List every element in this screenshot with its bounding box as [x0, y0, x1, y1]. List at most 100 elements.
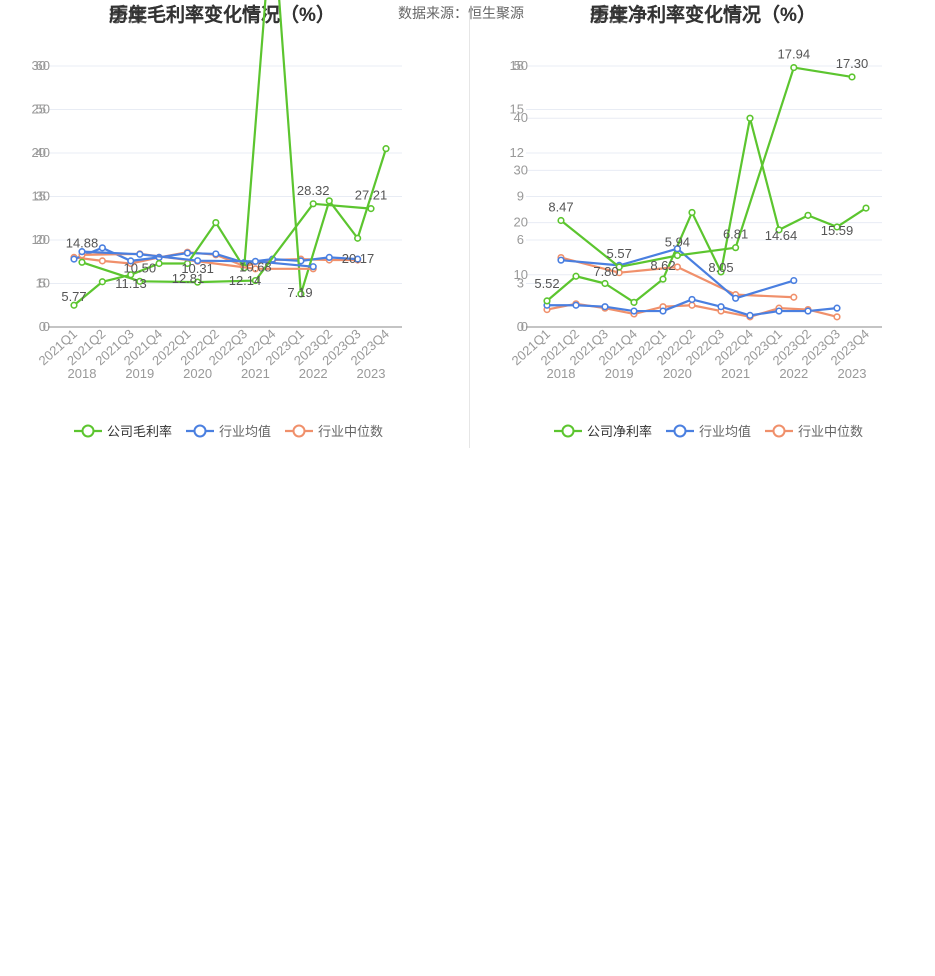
company-quarterly-point	[98, 278, 106, 286]
industry-avg-quarterly-point	[601, 303, 609, 311]
industry-avg-annual-point	[309, 263, 317, 271]
company-quarterly-point	[630, 298, 638, 306]
gross-margin-chart-panel: 历年毛利率变化情况（%） 季度毛利率变化情况（%） 0 5 10 15 20 25 30 0 10 2…	[0, 0, 467, 460]
y-tick-label-quarter: 0	[517, 319, 524, 334]
data-label-annual: 27.21	[355, 188, 388, 203]
industry-avg-quarterly-point	[354, 255, 362, 263]
y-tick-label-quarter: 25	[32, 102, 46, 117]
legend-company-marker	[81, 424, 95, 438]
legend-industry-median-label: 行业中位数	[798, 424, 863, 439]
data-label-annual: 5.57	[607, 246, 632, 261]
y-tick-label-quarter: 9	[517, 189, 524, 204]
legend-industry-avg-marker	[673, 424, 687, 438]
y-tick-label-annual: 40	[36, 145, 50, 160]
industry-median-annual-point	[790, 293, 798, 301]
company-annual-point	[136, 277, 144, 285]
data-label-annual: 17.30	[836, 56, 869, 71]
legend-industry-median-marker	[292, 424, 306, 438]
y-tick-label-quarter: 10	[32, 232, 46, 247]
company-annual-point	[557, 216, 565, 225]
chart-title: 季度毛利率变化情况（%）	[109, 3, 335, 26]
company-quarterly-point	[212, 219, 220, 227]
y-tick-label-quarter: 18	[510, 58, 524, 73]
company-annual-point	[673, 251, 681, 260]
data-label-quarter: 8.05	[708, 260, 733, 275]
x-tick-label-year: 2023	[838, 366, 867, 381]
chart-title-back: 历年净利率变化情况（%）	[590, 3, 816, 26]
company-quarterly-point	[325, 197, 333, 205]
industry-avg-annual-point	[136, 250, 144, 258]
legend-industry-avg-label: 行业均值	[219, 424, 271, 439]
legend-industry-avg-label: 行业均值	[699, 424, 751, 439]
industry-avg-quarterly-point	[804, 307, 812, 315]
y-tick-label-quarter: 12	[510, 145, 524, 160]
y-tick-label-annual: 10	[36, 276, 50, 291]
data-label-annual: 10.68	[239, 260, 272, 275]
legend-industry-avg-marker	[193, 424, 207, 438]
y-tick-label-quarter: 15	[510, 102, 524, 117]
data-label-quarter: 7.19	[287, 285, 312, 300]
company-quarterly-point	[804, 211, 812, 219]
data-label-annual: 17.94	[778, 47, 811, 62]
industry-avg-quarterly-point	[70, 255, 78, 263]
y-tick-label-quarter: 30	[32, 58, 46, 73]
data-label-quarter: 20.17	[342, 251, 375, 266]
industry-avg-quarterly-point	[688, 295, 696, 304]
data-label-annual: 6.81	[723, 227, 748, 242]
y-tick-label-annual: 50	[36, 102, 50, 117]
x-tick-label-year: 2019	[605, 366, 634, 381]
industry-median-annual-point	[673, 263, 681, 271]
data-label-quarter: 15.59	[821, 223, 854, 238]
industry-avg-quarterly-point	[325, 253, 333, 261]
data-source-label: 数据来源：恒生聚源	[398, 5, 524, 21]
data-label-annual: 10.31	[181, 261, 214, 276]
data-label-quarter: 5.52	[534, 276, 559, 291]
industry-avg-quarterly-point	[127, 257, 135, 265]
chart-title-back: 历年毛利率变化情况（%）	[109, 3, 335, 26]
company-annual-point	[732, 244, 740, 252]
industry-median-quarterly-point	[688, 301, 696, 309]
company-quarterly-point	[659, 275, 667, 283]
data-label-quarter: 5.77	[61, 289, 86, 304]
industry-median-quarterly-point	[98, 257, 106, 265]
industry-avg-annual-point	[557, 256, 565, 264]
company-quarterly-point	[601, 279, 609, 288]
data-label-annual: 10.50	[124, 260, 157, 275]
y-tick-label-quarter: 0	[39, 319, 46, 334]
legend-company-marker	[561, 424, 575, 438]
company-annual-line	[560, 66, 853, 269]
company-quarterly-point	[382, 145, 390, 153]
industry-avg-annual-point	[78, 248, 86, 256]
data-label-quarter: 11.13	[115, 276, 147, 291]
y-tick-label-annual: 60	[36, 58, 50, 73]
industry-avg-quarterly-point	[212, 250, 220, 258]
company-annual-point	[78, 258, 86, 266]
net-margin-chart-panel: 历年净利率变化情况（%） 季度净利率变化情况（%） 0 3 6 9 12 15 18 0 10 20 3…	[468, 0, 935, 460]
data-label-quarter: 7.80	[593, 264, 618, 279]
y-tick-label-quarter: 5	[39, 276, 46, 291]
y-tick-label-annual: 0	[43, 319, 50, 334]
industry-avg-quarterly-point	[833, 304, 841, 312]
industry-avg-annual-point	[732, 294, 740, 302]
company-annual-point	[194, 278, 202, 286]
y-tick-label-quarter: 6	[517, 232, 524, 247]
industry-avg-quarterly-point	[630, 307, 638, 315]
industry-avg-quarterly-point	[746, 311, 754, 320]
x-tick-label-year: 2023	[357, 366, 386, 381]
company-quarterly-point	[833, 223, 841, 231]
company-quarterly-point	[717, 268, 725, 276]
company-quarterly-point	[572, 272, 580, 280]
industry-avg-quarterly-point	[659, 307, 667, 315]
x-tick-label-year: 2018	[547, 366, 576, 381]
x-tick-label-year: 2021	[721, 366, 750, 381]
company-quarterly-point	[70, 301, 78, 309]
y-tick-label-quarter: 15	[32, 189, 46, 204]
x-tick-label-year: 2018	[68, 366, 97, 381]
net-margin-chart: 历年净利率变化情况（%）季度净利率变化情况（%） 0 3 6 9 12 15 18 0 10 20 3…	[509, 3, 882, 439]
company-annual-point	[367, 205, 375, 213]
x-tick-label-year: 2021	[241, 366, 270, 381]
y-tick-label-annual: 30	[514, 162, 528, 177]
y-tick-label-annual: 50	[514, 58, 528, 73]
x-tick-label-year: 2020	[183, 366, 212, 381]
company-annual-point	[790, 63, 798, 72]
